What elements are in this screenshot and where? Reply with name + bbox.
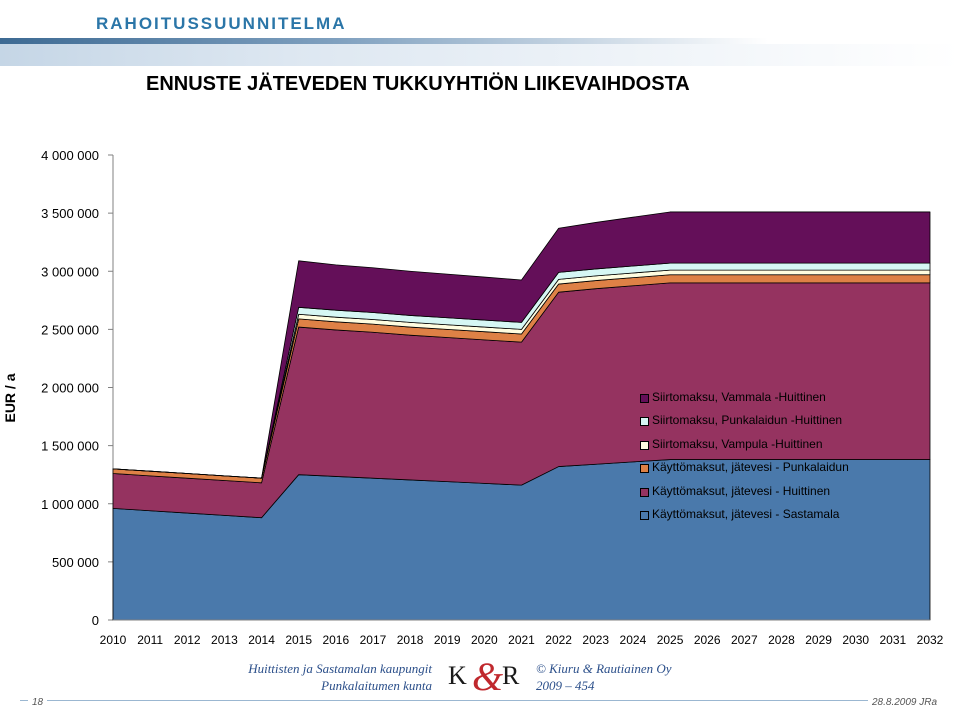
legend-swatch	[640, 440, 649, 450]
x-tick-label: 2016	[322, 633, 349, 647]
y-tick-label: 3 000 000	[41, 264, 99, 279]
y-tick-label: 2 000 000	[41, 381, 99, 396]
x-tick-label: 2025	[657, 633, 684, 647]
x-tick-label: 2018	[397, 633, 424, 647]
legend-item: Käyttömaksut, jätevesi - Punkalaidun	[634, 456, 932, 479]
legend-label: Käyttömaksut, jätevesi - Punkalaidun	[652, 460, 849, 475]
x-tick-label: 2021	[508, 633, 535, 647]
x-tick-label: 2015	[285, 633, 312, 647]
x-tick-label: 2032	[917, 633, 944, 647]
chart-title: ENNUSTE JÄTEVEDEN TUKKUYHTIÖN LIIKEVAIHD…	[146, 73, 690, 95]
x-tick-label: 2022	[545, 633, 572, 647]
y-tick-label: 4 000 000	[41, 148, 99, 163]
x-tick-label: 2028	[768, 633, 795, 647]
x-tick-label: 2011	[137, 633, 163, 647]
legend-item: Siirtomaksu, Vampula -Huittinen	[634, 433, 932, 456]
client-line-2: Punkalaitumen kunta	[321, 678, 432, 693]
logo-letter-k: K	[448, 661, 467, 690]
x-tick-label: 2013	[211, 633, 238, 647]
legend-item: Siirtomaksu, Punkalaidun -Huittinen	[634, 409, 932, 432]
x-tick-label: 2030	[842, 633, 869, 647]
company-logo: K & R	[446, 654, 524, 699]
copyright-line: © Kiuru & Rautiainen Oy	[536, 661, 672, 676]
legend-label: Siirtomaksu, Punkalaidun -Huittinen	[652, 413, 843, 428]
legend-item: Käyttömaksut, jätevesi - Sastamala	[634, 503, 932, 526]
page-date: 28.8.2009 JRa	[868, 697, 942, 708]
footer-rule	[20, 700, 940, 701]
client-line-1: Huittisten ja Sastamalan kaupungit	[248, 661, 432, 676]
legend-item: Siirtomaksu, Vammala -Huittinen	[634, 386, 932, 409]
x-tick-label: 2024	[620, 633, 647, 647]
legend-item: Käyttömaksut, jätevesi - Huittinen	[634, 480, 932, 503]
x-tick-label: 2023	[582, 633, 609, 647]
project-number: 2009 – 454	[536, 678, 595, 693]
legend-label: Käyttömaksut, jätevesi - Sastamala	[652, 506, 840, 521]
x-tick-label: 2010	[100, 633, 127, 647]
x-tick-label: 2026	[694, 633, 721, 647]
legend-swatch	[640, 510, 649, 520]
chart-legend: Siirtomaksu, Vammala -Huittinen Siirtomak…	[634, 386, 932, 526]
area-series-6	[112, 211, 931, 479]
legend-swatch	[640, 394, 649, 403]
x-tick-label: 2019	[434, 633, 461, 647]
x-tick-label: 2020	[471, 633, 498, 647]
x-tick-label: 2029	[805, 633, 832, 647]
legend-label: Siirtomaksu, Vampula -Huittinen	[652, 436, 823, 451]
page-number: 18	[28, 697, 48, 708]
client-names: Huittisten ja Sastamalan kaupungit Punka…	[232, 660, 432, 694]
legend-swatch	[640, 417, 649, 427]
x-tick-label: 2027	[731, 633, 758, 647]
y-tick-label: 1 500 000	[41, 439, 99, 454]
y-tick-label: 500 000	[52, 555, 99, 570]
legend-swatch	[640, 464, 649, 474]
logo-letter-r: R	[502, 661, 520, 690]
y-tick-label: 2 500 000	[41, 322, 99, 337]
x-tick-label: 2014	[248, 633, 275, 647]
copyright: © Kiuru & Rautiainen Oy 2009 – 454	[536, 660, 672, 694]
legend-label: Siirtomaksu, Vammala -Huittinen	[652, 390, 826, 404]
x-tick-label: 2012	[174, 633, 201, 647]
legend-label: Käyttömaksut, jätevesi - Huittinen	[652, 483, 831, 498]
legend-swatch	[640, 487, 649, 497]
section-title: RAHOITUSSUUNNITELMA	[96, 14, 347, 33]
header-band-accent	[0, 38, 960, 44]
y-tick-label: 3 500 000	[41, 206, 99, 221]
x-tick-label: 2017	[360, 633, 387, 647]
logo-ampersand: &	[472, 654, 504, 699]
x-tick-label: 2031	[880, 633, 907, 647]
y-tick-label: 0	[92, 613, 99, 628]
y-tick-label: 1 000 000	[41, 497, 99, 512]
